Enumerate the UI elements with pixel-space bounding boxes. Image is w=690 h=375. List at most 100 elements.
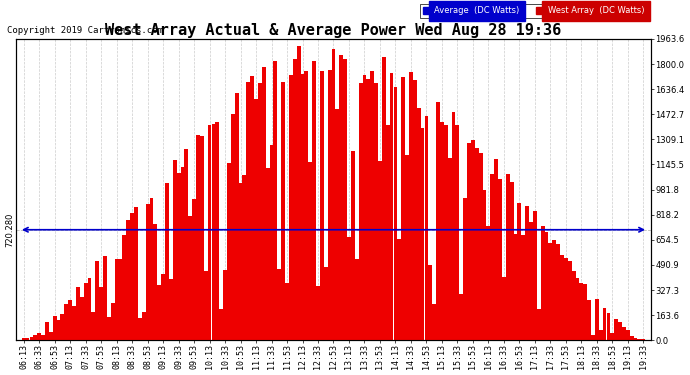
Bar	[122, 235, 126, 340]
Bar	[270, 145, 273, 340]
Bar	[200, 136, 204, 340]
Bar	[351, 150, 355, 340]
Bar	[339, 54, 343, 340]
Bar	[119, 259, 122, 340]
Bar	[510, 182, 513, 340]
Bar	[45, 322, 49, 340]
Bar	[111, 303, 115, 340]
Bar	[498, 178, 502, 340]
Bar	[533, 211, 537, 340]
Bar	[599, 330, 602, 340]
Bar	[242, 176, 246, 340]
Bar	[26, 338, 30, 340]
Bar	[486, 226, 491, 340]
Bar	[231, 114, 235, 340]
Title: West Array Actual & Average Power Wed Aug 28 19:36: West Array Actual & Average Power Wed Au…	[106, 23, 562, 38]
Bar	[479, 153, 482, 340]
Bar	[64, 304, 68, 340]
Bar	[347, 237, 351, 340]
Bar	[130, 213, 134, 340]
Bar	[355, 259, 359, 340]
Bar	[328, 70, 331, 340]
Bar	[591, 335, 595, 340]
Bar	[475, 148, 479, 340]
Bar	[432, 304, 436, 340]
Bar	[157, 285, 161, 340]
Bar	[227, 163, 231, 340]
Bar	[92, 312, 95, 340]
Bar	[463, 198, 467, 340]
Legend: Average  (DC Watts), West Array  (DC Watts): Average (DC Watts), West Array (DC Watts…	[420, 4, 647, 18]
Bar	[421, 128, 424, 340]
Bar	[61, 315, 64, 340]
Bar	[324, 267, 328, 340]
Bar	[142, 312, 146, 340]
Bar	[308, 162, 312, 340]
Bar	[304, 71, 308, 340]
Bar	[374, 83, 378, 340]
Bar	[518, 204, 521, 340]
Bar	[80, 297, 83, 340]
Bar	[607, 313, 611, 340]
Bar	[409, 72, 413, 340]
Text: Copyright 2019 Cartronics.com: Copyright 2019 Cartronics.com	[7, 26, 163, 35]
Bar	[297, 46, 301, 340]
Bar	[633, 338, 638, 340]
Bar	[502, 276, 506, 340]
Bar	[312, 62, 316, 340]
Bar	[150, 198, 153, 340]
Bar	[638, 339, 641, 340]
Bar	[335, 110, 339, 340]
Bar	[405, 155, 409, 340]
Bar	[575, 279, 580, 340]
Bar	[49, 332, 52, 340]
Bar	[30, 337, 33, 340]
Bar	[455, 125, 460, 340]
Bar	[83, 284, 88, 340]
Bar	[95, 261, 99, 340]
Bar	[177, 173, 181, 340]
Bar	[212, 124, 215, 340]
Bar	[223, 270, 227, 340]
Bar	[301, 74, 304, 340]
Bar	[568, 261, 571, 340]
Bar	[254, 99, 258, 340]
Bar	[602, 308, 607, 340]
Bar	[72, 306, 76, 340]
Bar	[138, 318, 141, 340]
Bar	[235, 93, 239, 340]
Bar	[282, 82, 285, 340]
Bar	[246, 81, 250, 340]
Bar	[169, 279, 172, 340]
Bar	[494, 159, 498, 340]
Bar	[76, 286, 80, 340]
Bar	[549, 243, 552, 340]
Bar	[382, 57, 386, 340]
Bar	[208, 125, 212, 340]
Bar	[196, 135, 200, 340]
Bar	[436, 102, 440, 340]
Bar	[417, 108, 421, 340]
Bar	[250, 76, 254, 340]
Bar	[68, 300, 72, 340]
Bar	[467, 142, 471, 340]
Bar	[482, 190, 486, 340]
Bar	[115, 259, 119, 340]
Bar	[564, 258, 568, 340]
Bar	[359, 83, 362, 340]
Bar	[107, 316, 111, 340]
Bar	[33, 335, 37, 340]
Bar	[560, 255, 564, 340]
Bar	[366, 79, 371, 340]
Bar	[618, 322, 622, 340]
Bar	[491, 174, 494, 340]
Bar	[273, 61, 277, 340]
Bar	[161, 273, 165, 340]
Bar	[537, 309, 541, 340]
Bar	[402, 77, 405, 340]
Bar	[390, 73, 393, 340]
Bar	[289, 75, 293, 340]
Bar	[277, 269, 282, 340]
Bar	[614, 319, 618, 340]
Bar	[188, 216, 192, 340]
